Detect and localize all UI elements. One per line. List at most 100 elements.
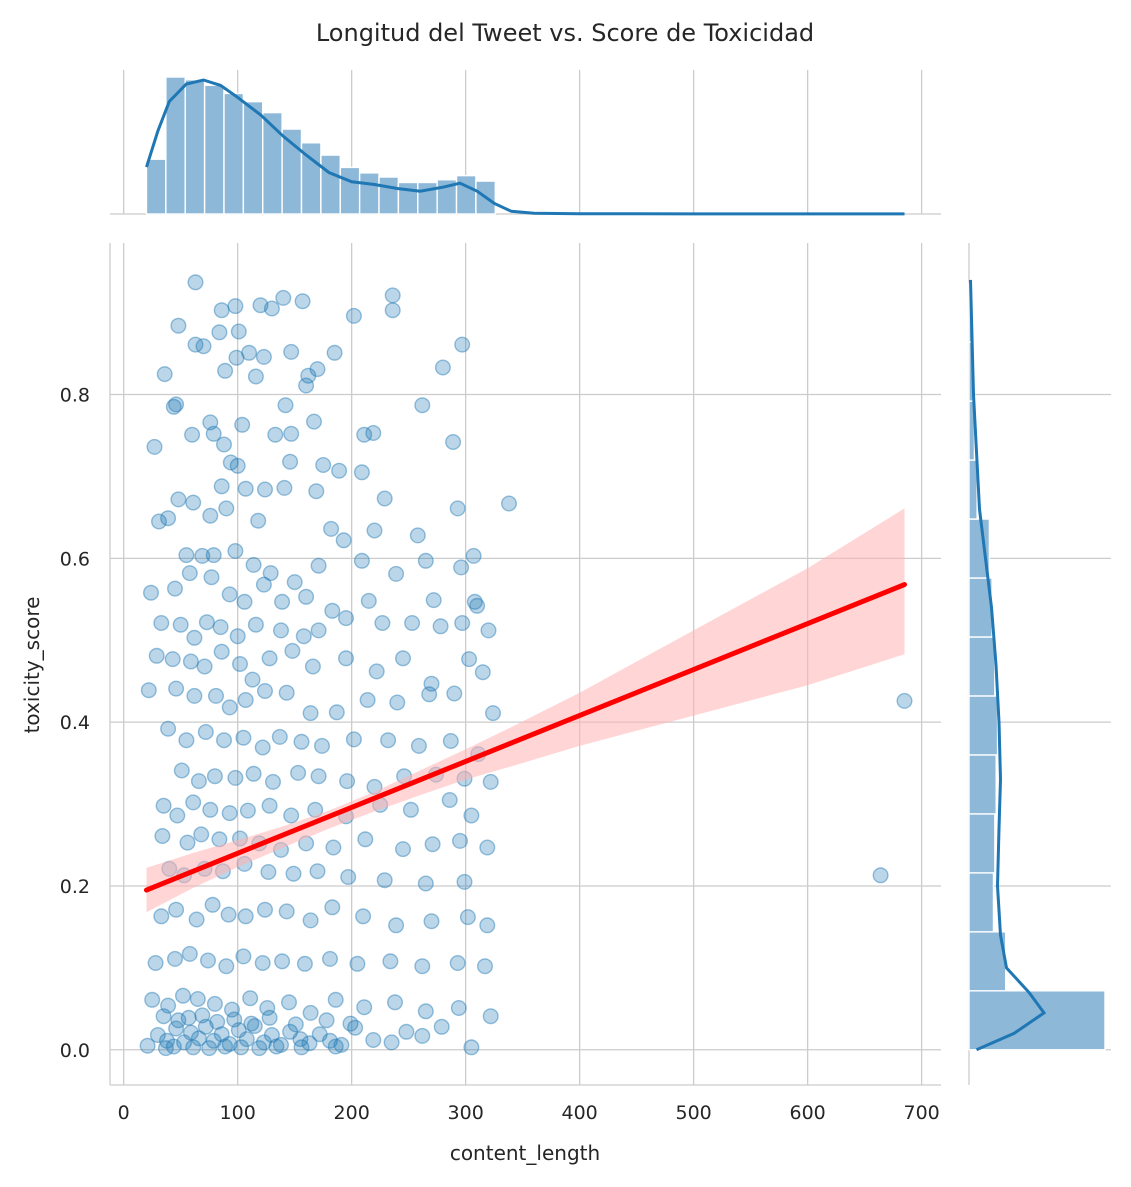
scatter-point xyxy=(160,510,177,527)
scatter-point xyxy=(236,593,253,610)
scatter-point xyxy=(261,1009,278,1026)
scatter-point xyxy=(148,647,165,664)
chart-title: Longitud del Tweet vs. Score de Toxicida… xyxy=(316,19,814,47)
scatter-point xyxy=(261,650,278,667)
scatter-point xyxy=(229,628,246,645)
scatter-point xyxy=(150,513,167,530)
right-hist-bar xyxy=(968,754,997,815)
scatter-point xyxy=(257,683,274,700)
scatter-point xyxy=(173,762,190,779)
scatter-point xyxy=(368,663,385,680)
scatter-point xyxy=(235,948,252,965)
scatter-point xyxy=(147,955,164,972)
scatter-point xyxy=(217,362,234,379)
scatter-point xyxy=(323,520,340,537)
scatter-point xyxy=(244,671,261,688)
scatter-point xyxy=(197,1018,214,1035)
scatter-point xyxy=(296,955,313,972)
scatter-point xyxy=(233,1039,250,1056)
scatter-point xyxy=(247,616,264,633)
x-tick-label: 200 xyxy=(334,1102,370,1124)
scatter-point xyxy=(294,293,311,310)
scatter-point xyxy=(325,839,342,856)
top-hist-bar xyxy=(378,176,400,215)
scatter-point xyxy=(463,1039,480,1056)
scatter-point xyxy=(176,1034,193,1051)
scatter-point xyxy=(245,765,262,782)
scatter-point xyxy=(221,586,238,603)
scatter-point xyxy=(292,1031,309,1048)
x-tick-label: 100 xyxy=(220,1102,256,1124)
scatter-point xyxy=(227,298,244,315)
scatter-point xyxy=(243,1015,260,1032)
right-hist-bar xyxy=(968,872,995,933)
scatter-point xyxy=(310,768,327,785)
scatter-point xyxy=(271,728,288,745)
scatter-point xyxy=(327,991,344,1008)
scatter-point xyxy=(146,438,163,455)
scatter-point xyxy=(480,622,497,639)
scatter-point xyxy=(414,397,431,414)
scatter-point xyxy=(166,950,183,967)
scatter-point xyxy=(212,619,229,636)
scatter-point xyxy=(278,684,295,701)
scatter-point xyxy=(366,522,383,539)
y-tick-label: 0.2 xyxy=(60,876,90,898)
scatter-point xyxy=(398,1023,415,1040)
scatter-point xyxy=(454,615,471,632)
scatter-point xyxy=(421,686,438,703)
scatter-point xyxy=(203,569,220,586)
x-tick-label: 0 xyxy=(118,1102,130,1124)
scatter-point xyxy=(213,478,230,495)
scatter-point xyxy=(302,705,319,722)
scatter-point xyxy=(157,1040,174,1057)
top-hist-bar xyxy=(320,154,341,215)
scatter-point xyxy=(142,584,159,601)
scatter-point xyxy=(223,1001,240,1018)
scatter-point xyxy=(282,453,299,470)
scatter-point xyxy=(218,500,235,517)
scatter-point xyxy=(193,826,210,843)
scatter-point xyxy=(896,692,913,709)
scatter-point xyxy=(442,733,459,750)
scatter-point xyxy=(222,454,239,471)
scatter-point xyxy=(295,628,312,645)
scatter-point xyxy=(221,805,238,822)
scatter-point xyxy=(410,737,427,754)
scatter-point xyxy=(456,873,473,890)
scatter-point xyxy=(140,682,157,699)
scatter-point xyxy=(160,720,177,737)
scatter-point xyxy=(273,622,290,639)
scatter-point xyxy=(355,908,372,925)
scatter-point xyxy=(221,1035,238,1052)
scatter-point xyxy=(230,323,247,340)
scatter-point xyxy=(156,366,173,383)
scatter-point xyxy=(202,507,219,524)
scatter-point xyxy=(237,692,254,709)
scatter-point xyxy=(357,831,374,848)
scatter-point xyxy=(309,863,326,880)
scatter-point xyxy=(284,642,301,659)
scatter-point xyxy=(283,343,300,360)
scatter-point xyxy=(205,425,222,442)
scatter-point xyxy=(277,397,294,414)
scatter-point xyxy=(198,614,215,631)
scatter-point xyxy=(190,773,207,790)
x-tick-label: 700 xyxy=(903,1102,939,1124)
scatter-point xyxy=(345,307,362,324)
scatter-point xyxy=(302,912,319,929)
scatter-point xyxy=(261,797,278,814)
right-hist-bar xyxy=(968,695,999,756)
top-hist-bar xyxy=(165,76,186,215)
scatter-point xyxy=(402,801,419,818)
scatter-point xyxy=(153,908,170,925)
scatter-point xyxy=(310,622,327,639)
scatter-point xyxy=(217,1038,234,1055)
scatter-point xyxy=(285,865,302,882)
scatter-point xyxy=(388,565,405,582)
scatter-point xyxy=(218,958,235,975)
scatter-point xyxy=(459,909,476,926)
top-hist-bar xyxy=(145,158,167,215)
scatter-point xyxy=(230,1022,247,1039)
